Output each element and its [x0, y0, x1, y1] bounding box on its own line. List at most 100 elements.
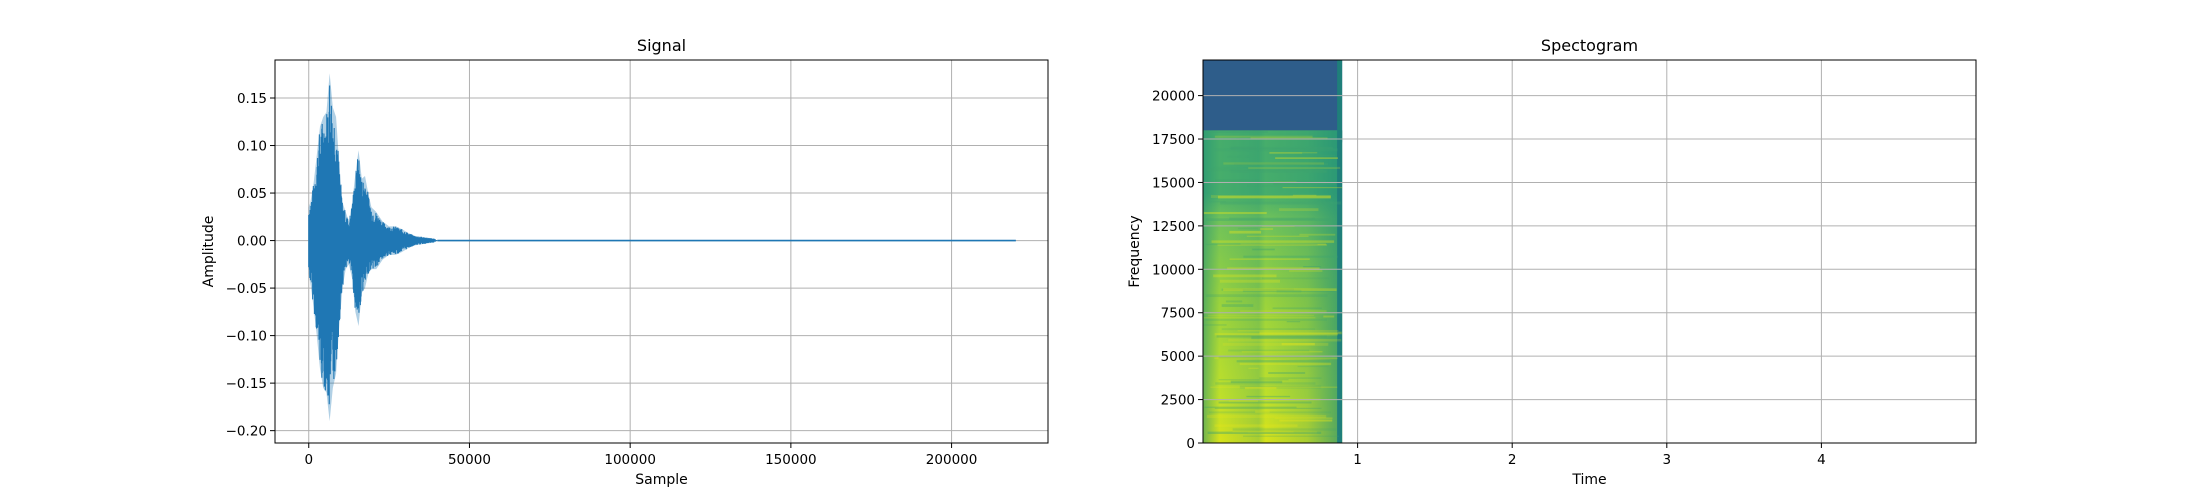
- spectrogram-panel: Spectogram 1 2 3 4 0 2500 5000 7500 10000 12500 1…: [1127, 36, 1977, 488]
- spectrogram-streak: [1237, 330, 1339, 332]
- spectrogram-streak: [1323, 315, 1335, 318]
- spectrogram-streak: [1244, 386, 1277, 390]
- spectrogram-y-tick-label: 7500: [1161, 306, 1195, 322]
- spectrogram-y-tick-label: 20000: [1152, 89, 1195, 105]
- spectrogram-streak: [1246, 235, 1309, 237]
- signal-y-tick-label: −0.10: [226, 329, 267, 345]
- spectrogram-plot-area: [1203, 60, 1976, 443]
- spectrogram-streak: [1215, 179, 1260, 181]
- spectrogram-streak: [1239, 362, 1332, 366]
- spectrogram-streak: [1210, 130, 1268, 133]
- spectrogram-streak: [1279, 419, 1333, 422]
- spectrogram-streak: [1215, 382, 1316, 385]
- spectrogram-streak: [1229, 146, 1333, 150]
- spectrogram-x-tick-label: 4: [1817, 452, 1826, 468]
- spectrogram-streak: [1210, 386, 1338, 388]
- spectrogram-image: [1203, 60, 1343, 443]
- spectrogram-y-tick-label: 2500: [1161, 393, 1195, 409]
- spectrogram-streak: [1218, 379, 1289, 381]
- spectrogram-streak: [1208, 411, 1332, 414]
- spectrogram-y-tick-label: 0: [1186, 436, 1195, 452]
- spectrogram-streak: [1219, 279, 1280, 283]
- spectrogram-streak: [1214, 333, 1338, 336]
- spectrogram-streak: [1240, 310, 1327, 313]
- spectrogram-streak: [1289, 269, 1323, 272]
- spectrogram-y-tick-label: 12500: [1152, 219, 1195, 235]
- spectrogram-y-tick-label: 5000: [1161, 349, 1195, 365]
- signal-y-ticks: −0.20 −0.15 −0.10 −0.05 0.00 0.05 0.10 0.15: [226, 91, 275, 440]
- signal-x-tick-label: 0: [304, 452, 313, 468]
- spectrogram-streak: [1275, 157, 1338, 159]
- spectrogram-x-tick-label: 3: [1663, 452, 1672, 468]
- spectrogram-streak: [1273, 180, 1327, 183]
- spectrogram-streak: [1214, 357, 1338, 360]
- spectrogram-streak: [1211, 240, 1335, 243]
- spectrogram-streak: [1238, 227, 1258, 230]
- spectrogram-streak: [1252, 248, 1275, 251]
- spectrogram-streak: [1247, 184, 1314, 187]
- spectrogram-streak: [1282, 187, 1343, 189]
- spectrogram-streak: [1260, 228, 1274, 230]
- spectrogram-streak: [1269, 152, 1318, 154]
- spectrogram-streak: [1229, 230, 1262, 234]
- spectrogram-streak: [1212, 166, 1340, 168]
- spectrogram-streak: [1247, 431, 1317, 434]
- signal-x-ticks: 0 50000 100000 150000 200000: [304, 443, 977, 468]
- spectrogram-streak: [1230, 380, 1283, 384]
- spectrogram-streak: [1227, 267, 1320, 270]
- spectrogram-streak: [1214, 148, 1338, 152]
- spectrogram-streak: [1281, 342, 1315, 346]
- spectrogram-streak: [1203, 317, 1316, 319]
- signal-waveform: [308, 85, 438, 405]
- spectrogram-high-band: [1203, 60, 1343, 143]
- signal-x-tick-label: 200000: [926, 452, 978, 468]
- spectrogram-streak: [1203, 324, 1227, 326]
- signal-panel: Signal 0 50000 100000 150000 200000 −0.20−0.…: [201, 36, 1049, 488]
- spectrogram-streak: [1216, 335, 1327, 338]
- spectrogram-streak: [1246, 395, 1291, 398]
- spectrogram-streak: [1240, 243, 1327, 245]
- spectrogram-streak: [1255, 410, 1270, 414]
- spectrogram-streak: [1227, 155, 1250, 158]
- spectrogram-streak: [1205, 318, 1327, 321]
- spectrogram-streak: [1273, 181, 1297, 183]
- spectrogram-streak: [1218, 355, 1332, 359]
- spectrogram-streak: [1241, 351, 1323, 353]
- spectrogram-streak: [1243, 435, 1339, 437]
- spectrogram-axes-frame: [1202, 59, 1977, 444]
- spectrogram-streak: [1242, 289, 1335, 292]
- spectrogram-y-tick-label: 17500: [1152, 132, 1195, 148]
- spectrogram-y-tick-label: 10000: [1152, 262, 1195, 278]
- spectrogram-streak: [1223, 162, 1325, 165]
- spectrogram-streak: [1221, 328, 1315, 331]
- spectrogram-streak: [1278, 208, 1319, 212]
- signal-y-tick-label: 0.00: [237, 234, 267, 250]
- spectrogram-streak: [1239, 385, 1322, 389]
- spectrogram-streak: [1243, 255, 1338, 258]
- spectrogram-streak: [1228, 349, 1310, 352]
- spectrogram-streak: [1248, 167, 1341, 169]
- spectrogram-streak: [1206, 168, 1324, 172]
- spectrogram-streak: [1213, 274, 1277, 278]
- spectrogram-x-ticks: 1 2 3 4: [1353, 443, 1826, 468]
- spectrogram-streak: [1250, 137, 1328, 140]
- spectrogram-streak: [1303, 266, 1322, 268]
- spectrogram-streak: [1231, 146, 1256, 150]
- spectrogram-streak: [1214, 407, 1322, 409]
- spectrogram-streak: [1207, 431, 1322, 435]
- signal-x-tick-label: 100000: [604, 452, 656, 468]
- signal-x-tick-label: 150000: [765, 452, 817, 468]
- spectrogram-streak: [1221, 288, 1294, 291]
- spectrogram-streak: [1268, 372, 1306, 374]
- spectrogram-streak: [1228, 338, 1342, 342]
- spectrogram-streak: [1217, 243, 1327, 246]
- spectrogram-title: Spectogram: [1541, 36, 1638, 55]
- spectrogram-streak: [1206, 218, 1330, 221]
- signal-y-label: Amplitude: [201, 216, 217, 288]
- spectrogram-streak: [1228, 400, 1259, 403]
- spectrogram-gridlines: [1203, 60, 1976, 443]
- spectrogram-streak: [1211, 194, 1329, 196]
- spectrogram-x-tick-label: 1: [1353, 452, 1362, 468]
- spectrogram-streak: [1221, 304, 1254, 307]
- spectrogram-streak: [1297, 365, 1329, 368]
